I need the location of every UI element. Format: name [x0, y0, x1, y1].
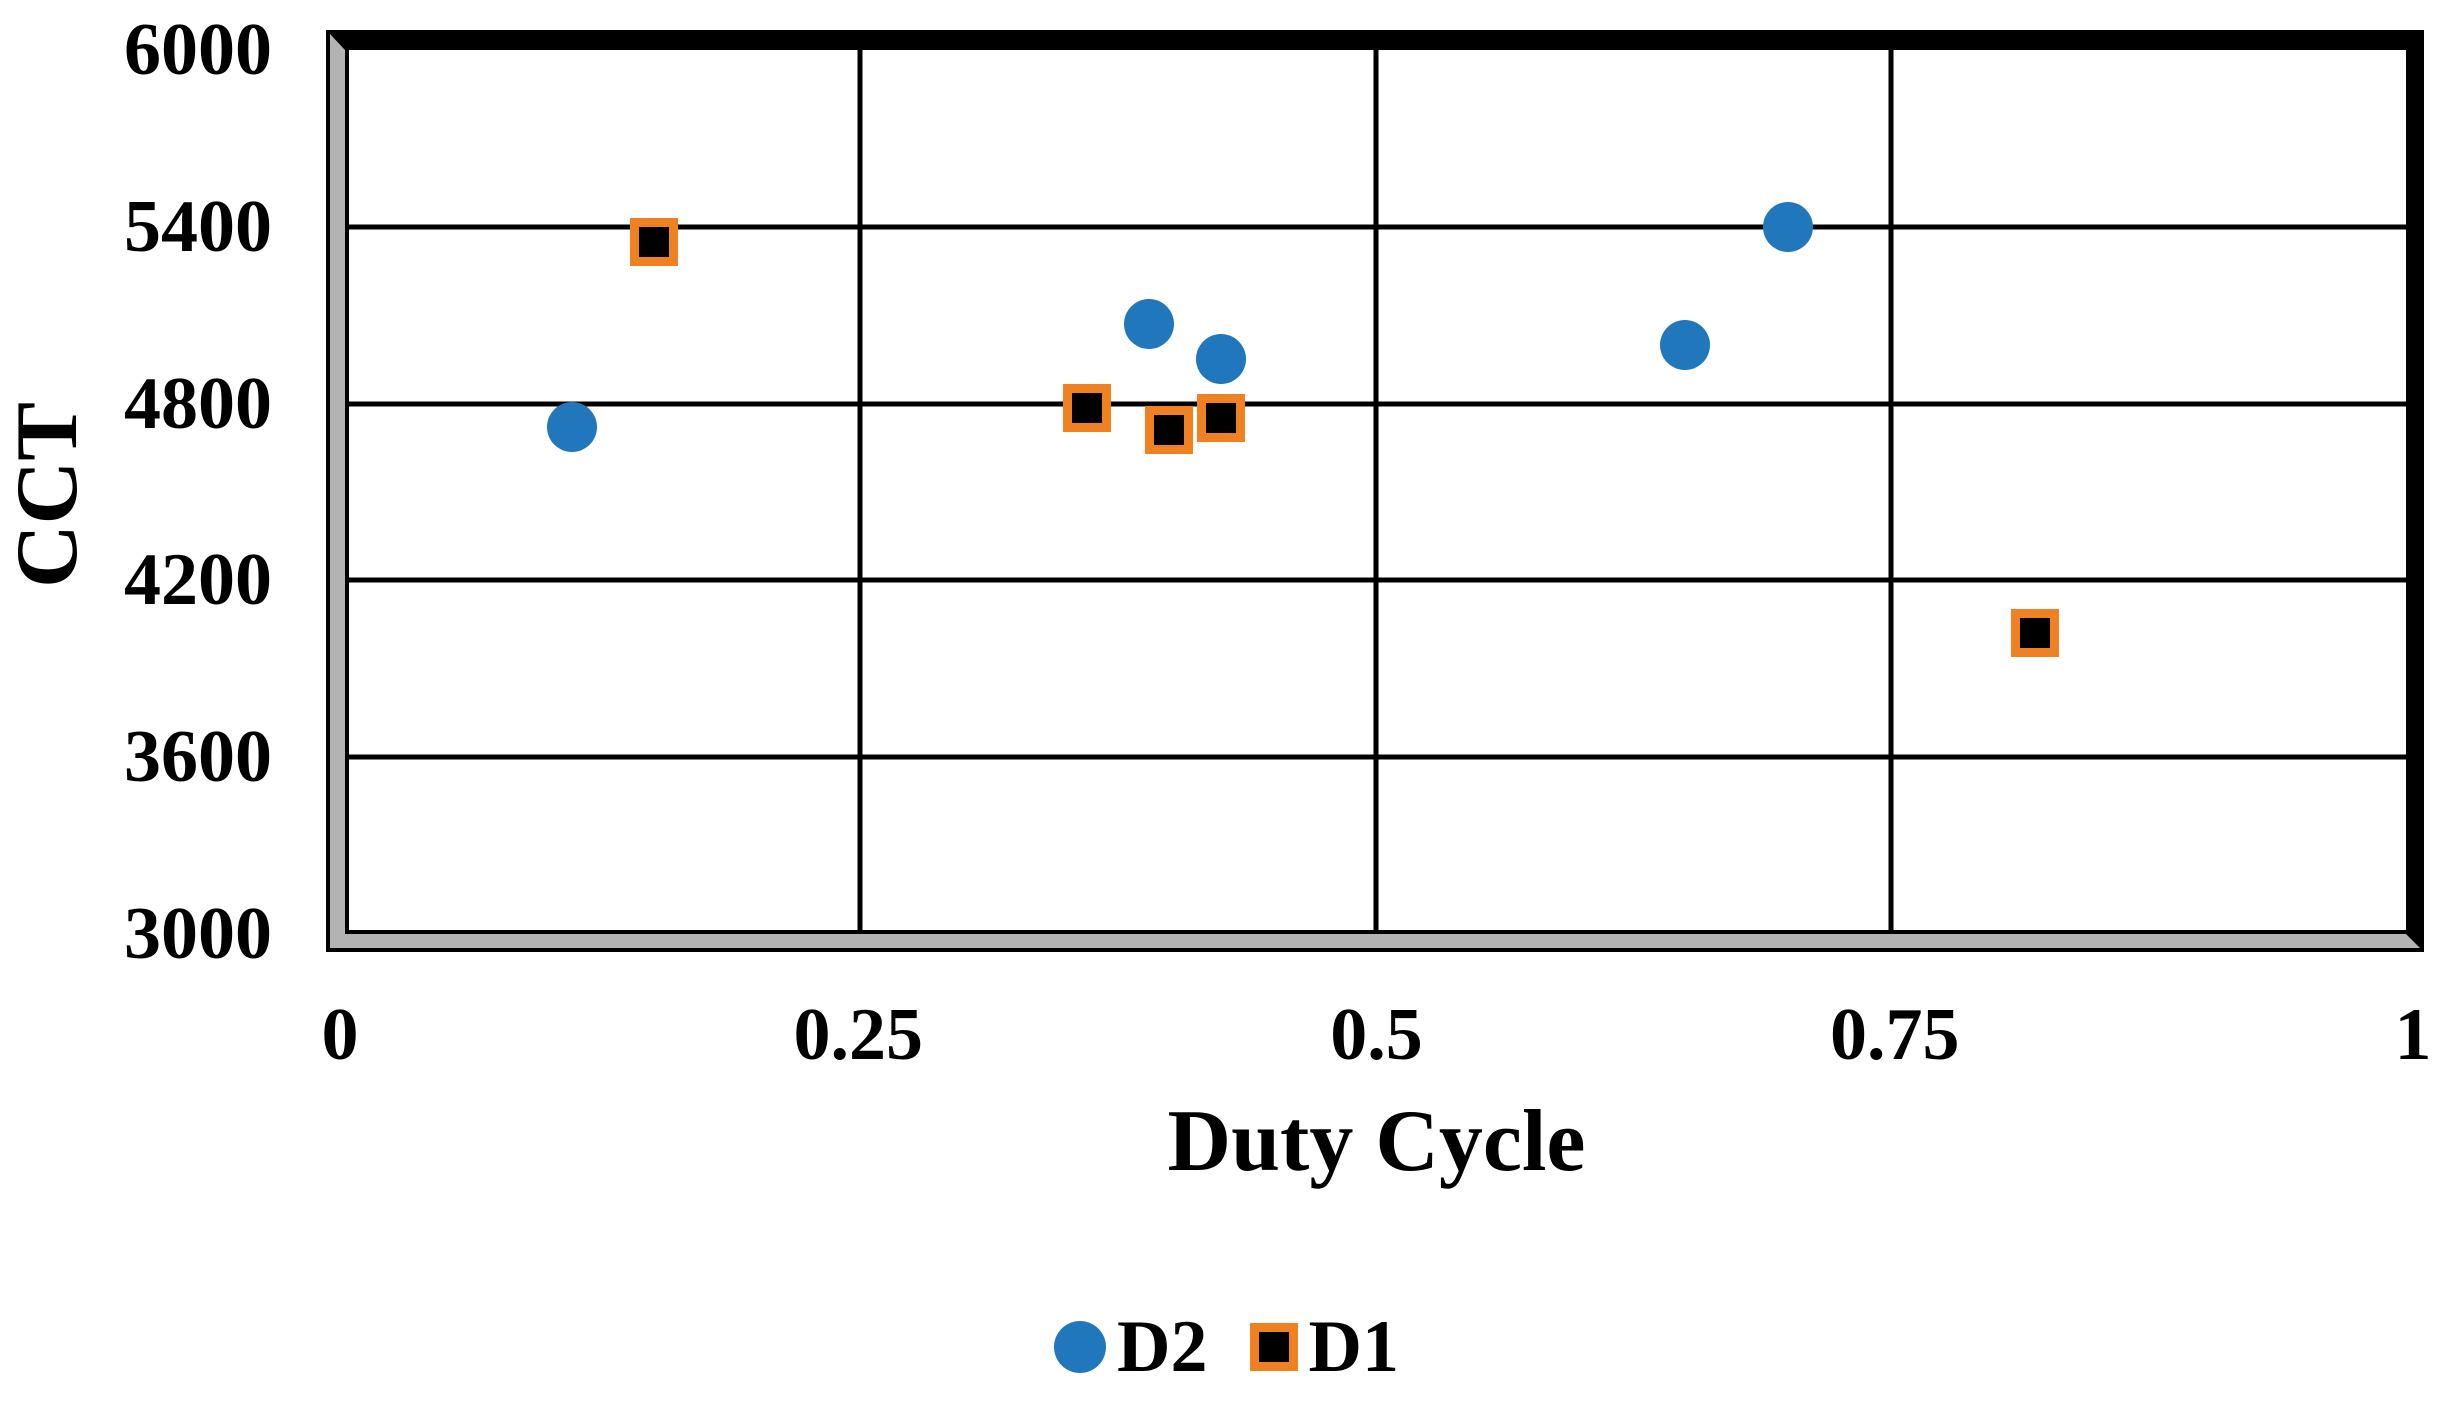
- y-tick-label: 4800: [124, 362, 272, 445]
- data-point-d1: [1062, 384, 1111, 433]
- legend-item-d1: D1: [1249, 1306, 1399, 1388]
- y-tick-label: 3000: [124, 893, 272, 975]
- data-point-d1: [630, 217, 679, 266]
- legend-item-d2: D2: [1054, 1306, 1208, 1388]
- data-point-d2: [546, 402, 597, 453]
- data-point-d1: [1145, 406, 1194, 455]
- data-point-d2: [1762, 201, 1813, 252]
- y-axis-tick-labels: 3000 3600 4200 4800 5400 6000: [0, 13, 272, 971]
- data-point-d2: [1195, 334, 1246, 385]
- legend-label: D1: [1308, 1306, 1399, 1388]
- vertical-gridline: [1888, 50, 1894, 934]
- x-axis-tick-labels: 0 0.25 0.5 0.75 1: [322, 994, 2432, 1078]
- data-point-d2: [1123, 299, 1174, 350]
- y-tick-label: 3600: [124, 716, 272, 799]
- data-point-d1: [2011, 609, 2060, 658]
- x-tick-label: 1: [2394, 994, 2432, 1076]
- legend: D2 D1: [0, 1310, 2453, 1384]
- vertical-gridline: [1373, 50, 1378, 934]
- x-tick-label: 0.25: [793, 994, 924, 1076]
- x-tick-label: 0: [321, 994, 359, 1076]
- plot-frame: [326, 30, 2424, 952]
- y-tick-label: 5400: [124, 185, 272, 268]
- y-tick-label: 4200: [124, 539, 272, 622]
- x-tick-label: 0.75: [1830, 994, 1960, 1076]
- square-marker-icon: [1249, 1323, 1298, 1371]
- x-axis-title: Duty Cycle: [1167, 1093, 1586, 1190]
- data-point-d2: [1659, 319, 1710, 370]
- y-tick-label: 6000: [124, 9, 272, 91]
- legend-label: D2: [1117, 1306, 1208, 1388]
- vertical-gridline: [857, 50, 863, 934]
- circle-marker-icon: [1054, 1321, 1107, 1373]
- data-point-d1: [1196, 394, 1245, 443]
- x-tick-label: 0.5: [1330, 994, 1423, 1076]
- plot-area: [345, 50, 2406, 934]
